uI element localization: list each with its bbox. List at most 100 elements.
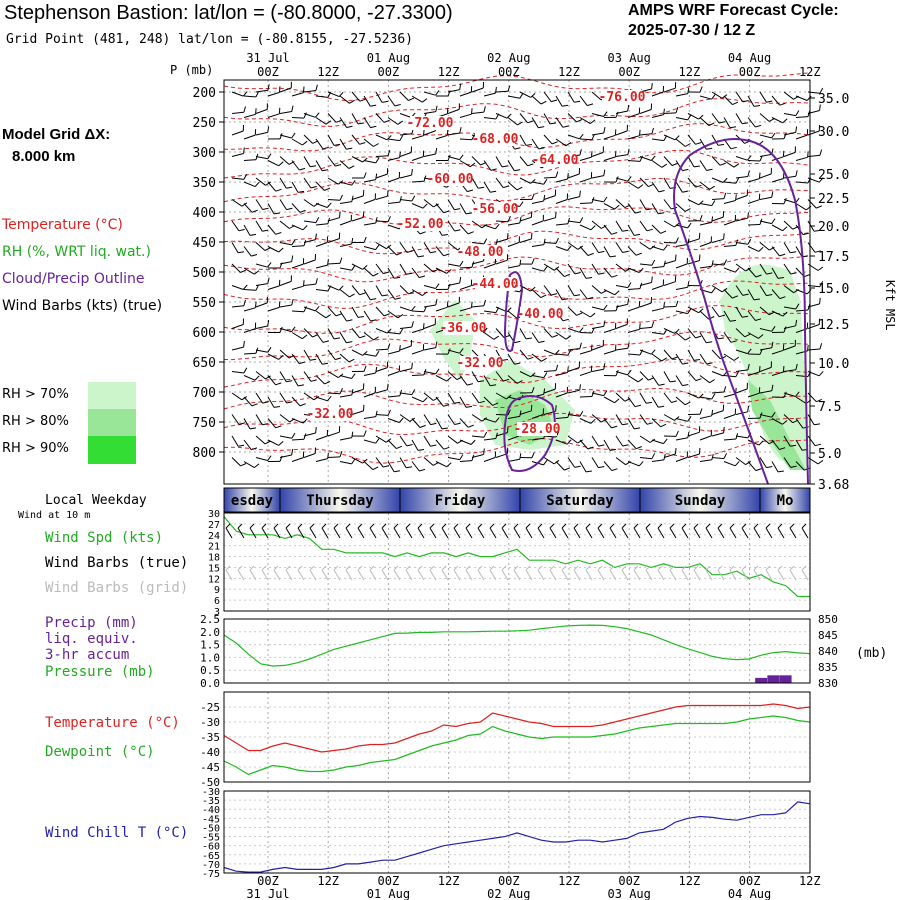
wind-barb [783,303,800,310]
barb-flag [577,245,584,250]
barb-shaft [771,310,784,317]
wind-barb [351,365,367,372]
wind-barb [735,328,751,338]
barb-shaft [531,437,544,441]
barb-flag [530,179,536,184]
barb-shaft [387,371,400,376]
barb-flag [327,452,329,459]
wind-barb [483,181,497,193]
barb-shaft [621,527,629,539]
barb-shaft [735,195,748,200]
barb-shaft [699,203,712,207]
barb-flag [598,272,605,275]
wind-barb [711,134,725,146]
grid-wind-barb [417,565,425,581]
windchill-panel: -30-35-40-45-50-55-60-65-70-75 [202,787,811,880]
barb-shaft [471,414,483,422]
barb-flag [396,445,403,450]
wind-barb [663,275,677,286]
wind-barb [243,108,257,118]
barb-shaft [729,527,737,539]
temp-label-bg [520,307,560,321]
barb-shaft [525,569,533,581]
wind-barb [387,328,404,335]
precip-bar [767,675,780,683]
barb-flag [363,236,367,243]
precip-tick-label: 2.5 [200,613,220,626]
barb-shaft [387,117,399,125]
wind-barb [339,431,354,441]
barb-shaft [699,415,712,419]
barb-flag [576,119,583,123]
barb-shaft [447,89,460,93]
barb-shaft [783,151,796,157]
barb-flag [555,405,557,412]
barb-shaft [435,246,444,257]
barb-shaft [543,113,551,125]
barb-shaft [399,113,412,118]
wind-barb [543,237,559,244]
barb-flag [285,523,291,529]
barb-flag [723,453,728,459]
wind-barb [411,95,428,103]
wind-barb [735,170,750,179]
wind-barb [651,181,665,193]
barb-flag [262,423,269,426]
barb-flag [286,380,293,383]
barb-flag [291,299,294,306]
y-tick-label: 6 [214,596,220,607]
barb-flag [537,565,543,571]
wind-barb [639,371,655,381]
barb-shaft [795,461,805,471]
wind-barb [759,326,776,332]
barb-shaft [387,310,399,319]
barb-flag [375,366,378,374]
pressure-tick-label: 450 [193,236,216,251]
barb-shaft [225,569,233,581]
barb-flag [381,565,387,571]
barb-flag [814,443,822,447]
barb-shaft [651,266,664,269]
wind-barb [243,375,260,381]
wind-barb [783,363,798,372]
barb-flag [795,391,800,397]
barb-flag [819,343,823,350]
wind-barb [339,138,353,150]
wind-barb [351,189,365,200]
wind-barb [303,253,316,265]
barb-flag [675,107,679,114]
barb-flag [519,217,522,224]
wind-barb [567,113,583,123]
barb-flag [795,170,798,177]
barb-shaft [363,289,371,300]
barb-flag [321,565,327,571]
barb-flag [747,170,750,177]
barb-flag [675,300,679,307]
barb-shaft [255,414,263,425]
barb-shaft [735,388,748,394]
barb-shaft [639,156,652,161]
barb-flag [661,163,668,168]
barb-flag [611,425,618,429]
barb-flag [709,185,715,190]
barb-shaft [243,224,251,236]
barb-flag [530,286,536,292]
barb-flag [790,444,797,447]
wind-barb [531,214,544,226]
wind-barb [699,138,713,150]
wind-barb [411,323,425,333]
barb-shaft [567,414,580,417]
wind-barb [699,200,716,207]
barb-flag [480,162,487,166]
wind-barb [531,138,545,150]
barb-flag [291,326,296,332]
barb-shaft [687,349,695,361]
barb-flag [399,135,404,141]
barb-flag [779,102,786,106]
surface-wind-barb [477,523,485,539]
barb-flag [742,315,749,318]
barb-flag [766,294,773,297]
barb-flag [466,383,474,386]
wind-barb [471,392,485,404]
barb-flag [817,459,824,465]
